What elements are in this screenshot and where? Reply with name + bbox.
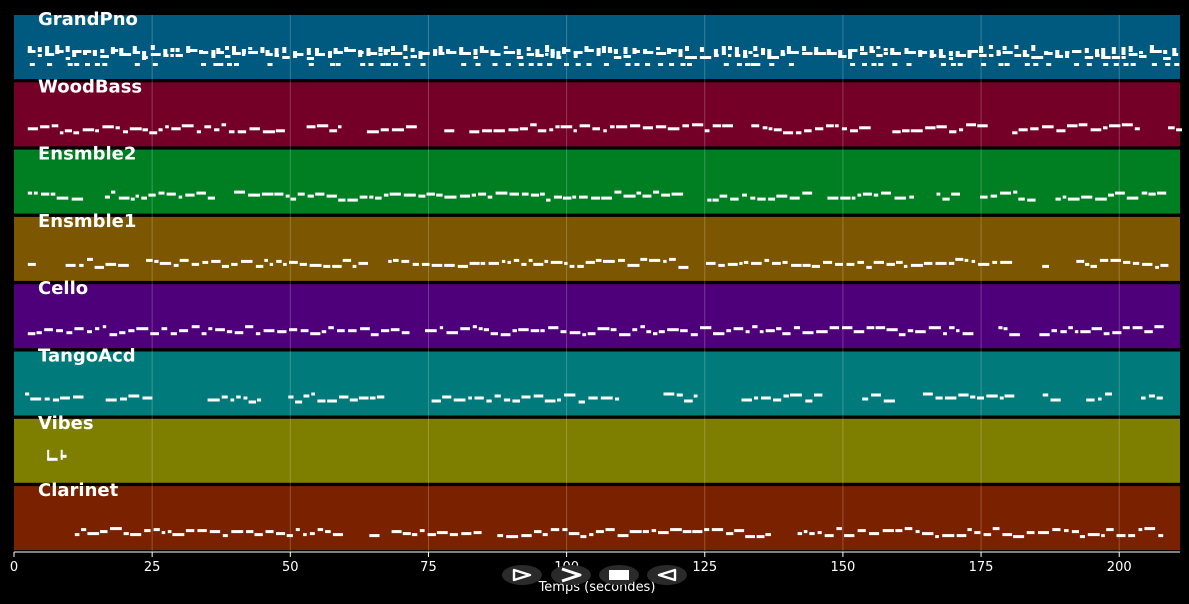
tick-label-150: 150 (830, 560, 855, 575)
play-button[interactable] (502, 565, 542, 585)
track-notes-tangoacd (25, 392, 1163, 404)
tick-label-0: 0 (10, 560, 18, 575)
tick-label-75: 75 (420, 560, 437, 575)
play-button-bg (502, 565, 542, 585)
stop-button[interactable] (599, 565, 639, 585)
tick-label-50: 50 (282, 560, 299, 575)
track-label-ensmble2: Ensmble2 (38, 144, 136, 165)
track-label-ensmble1: Ensmble1 (38, 211, 136, 232)
track-band-grandpno (14, 15, 1180, 79)
playback-controls (502, 565, 687, 585)
tick-label-175: 175 (969, 560, 994, 575)
tick-label-200: 200 (1107, 560, 1132, 575)
track-list (14, 15, 1182, 551)
stop-icon (609, 570, 629, 580)
track-notes-woodbass (27, 123, 1182, 135)
track-label-clarinet: Clarinet (38, 480, 119, 501)
track-band-ensmble1 (14, 216, 1180, 281)
track-label-woodbass: WoodBass (38, 76, 142, 97)
track-band-tangoacd (14, 351, 1180, 416)
track-band-woodbass (14, 82, 1180, 147)
tick-label-125: 125 (692, 560, 717, 575)
track-notes-ensmble2 (27, 190, 1167, 202)
fast-forward-button[interactable] (551, 565, 591, 585)
fast-forward-icon (561, 567, 582, 583)
track-labels: GrandPno WoodBass Ensmble2 Ensmble1 Cello Tan… (38, 9, 142, 501)
time-gridlines (151, 15, 1120, 551)
rewind-button-bg (647, 565, 687, 585)
rewind-button[interactable] (647, 565, 687, 585)
track-label-grandpno: GrandPno (38, 9, 138, 30)
play-icon (512, 568, 532, 582)
track-notes-grandpno (27, 45, 1180, 66)
track-notes-cello (27, 325, 1164, 337)
track-band-cello (14, 284, 1180, 349)
track-notes-vibes (47, 449, 67, 461)
rewind-icon (657, 568, 677, 582)
track-label-vibes: Vibes (38, 413, 94, 434)
track-notes-clarinet (74, 527, 1164, 539)
fast-forward-button-bg (551, 565, 591, 585)
time-axis-title: Temps (secondes) (538, 580, 656, 595)
track-notes-ensmble1 (27, 257, 1169, 269)
track-band-clarinet (14, 486, 1180, 551)
tick-label-25: 25 (144, 560, 161, 575)
track-band-vibes (14, 418, 1180, 483)
track-label-tangoacd: TangoAcd (38, 346, 136, 367)
track-band-ensmble2 (14, 149, 1180, 214)
track-label-cello: Cello (38, 278, 88, 299)
